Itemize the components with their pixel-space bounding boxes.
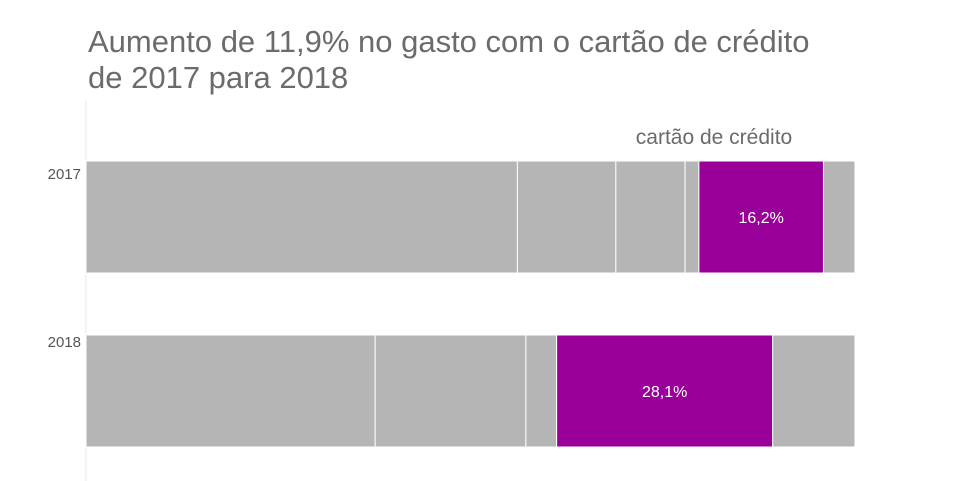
bar-segment-2018-5 <box>772 334 856 448</box>
data-label-2017: 16,2% <box>738 210 783 227</box>
bar-segment-2017-3 <box>684 160 700 274</box>
bar-segment-2017-4 <box>698 160 824 274</box>
data-labels: 16,2% 28,1% <box>642 210 784 401</box>
highlight-annotation: cartão de crédito <box>636 126 792 149</box>
bar-segment-2018-0 <box>85 334 376 448</box>
bar-segment-2017-5 <box>822 160 856 274</box>
bar-segment-2017-2 <box>615 160 686 274</box>
chart-title: Aumento de 11,9% no gasto com o cartão d… <box>88 24 810 95</box>
bar-segments <box>85 160 856 448</box>
data-label-2018: 28,1% <box>642 384 687 401</box>
y-tick-label-2018: 2018 <box>48 334 81 351</box>
y-tick-label-2017: 2017 <box>48 166 81 183</box>
bar-segment-2018-1 <box>374 334 527 448</box>
bar-segment-2018-4 <box>556 334 774 448</box>
bar-segment-2018-2 <box>525 334 558 448</box>
bar-segment-2017-1 <box>516 160 617 274</box>
bar-segment-2017-0 <box>85 160 518 274</box>
